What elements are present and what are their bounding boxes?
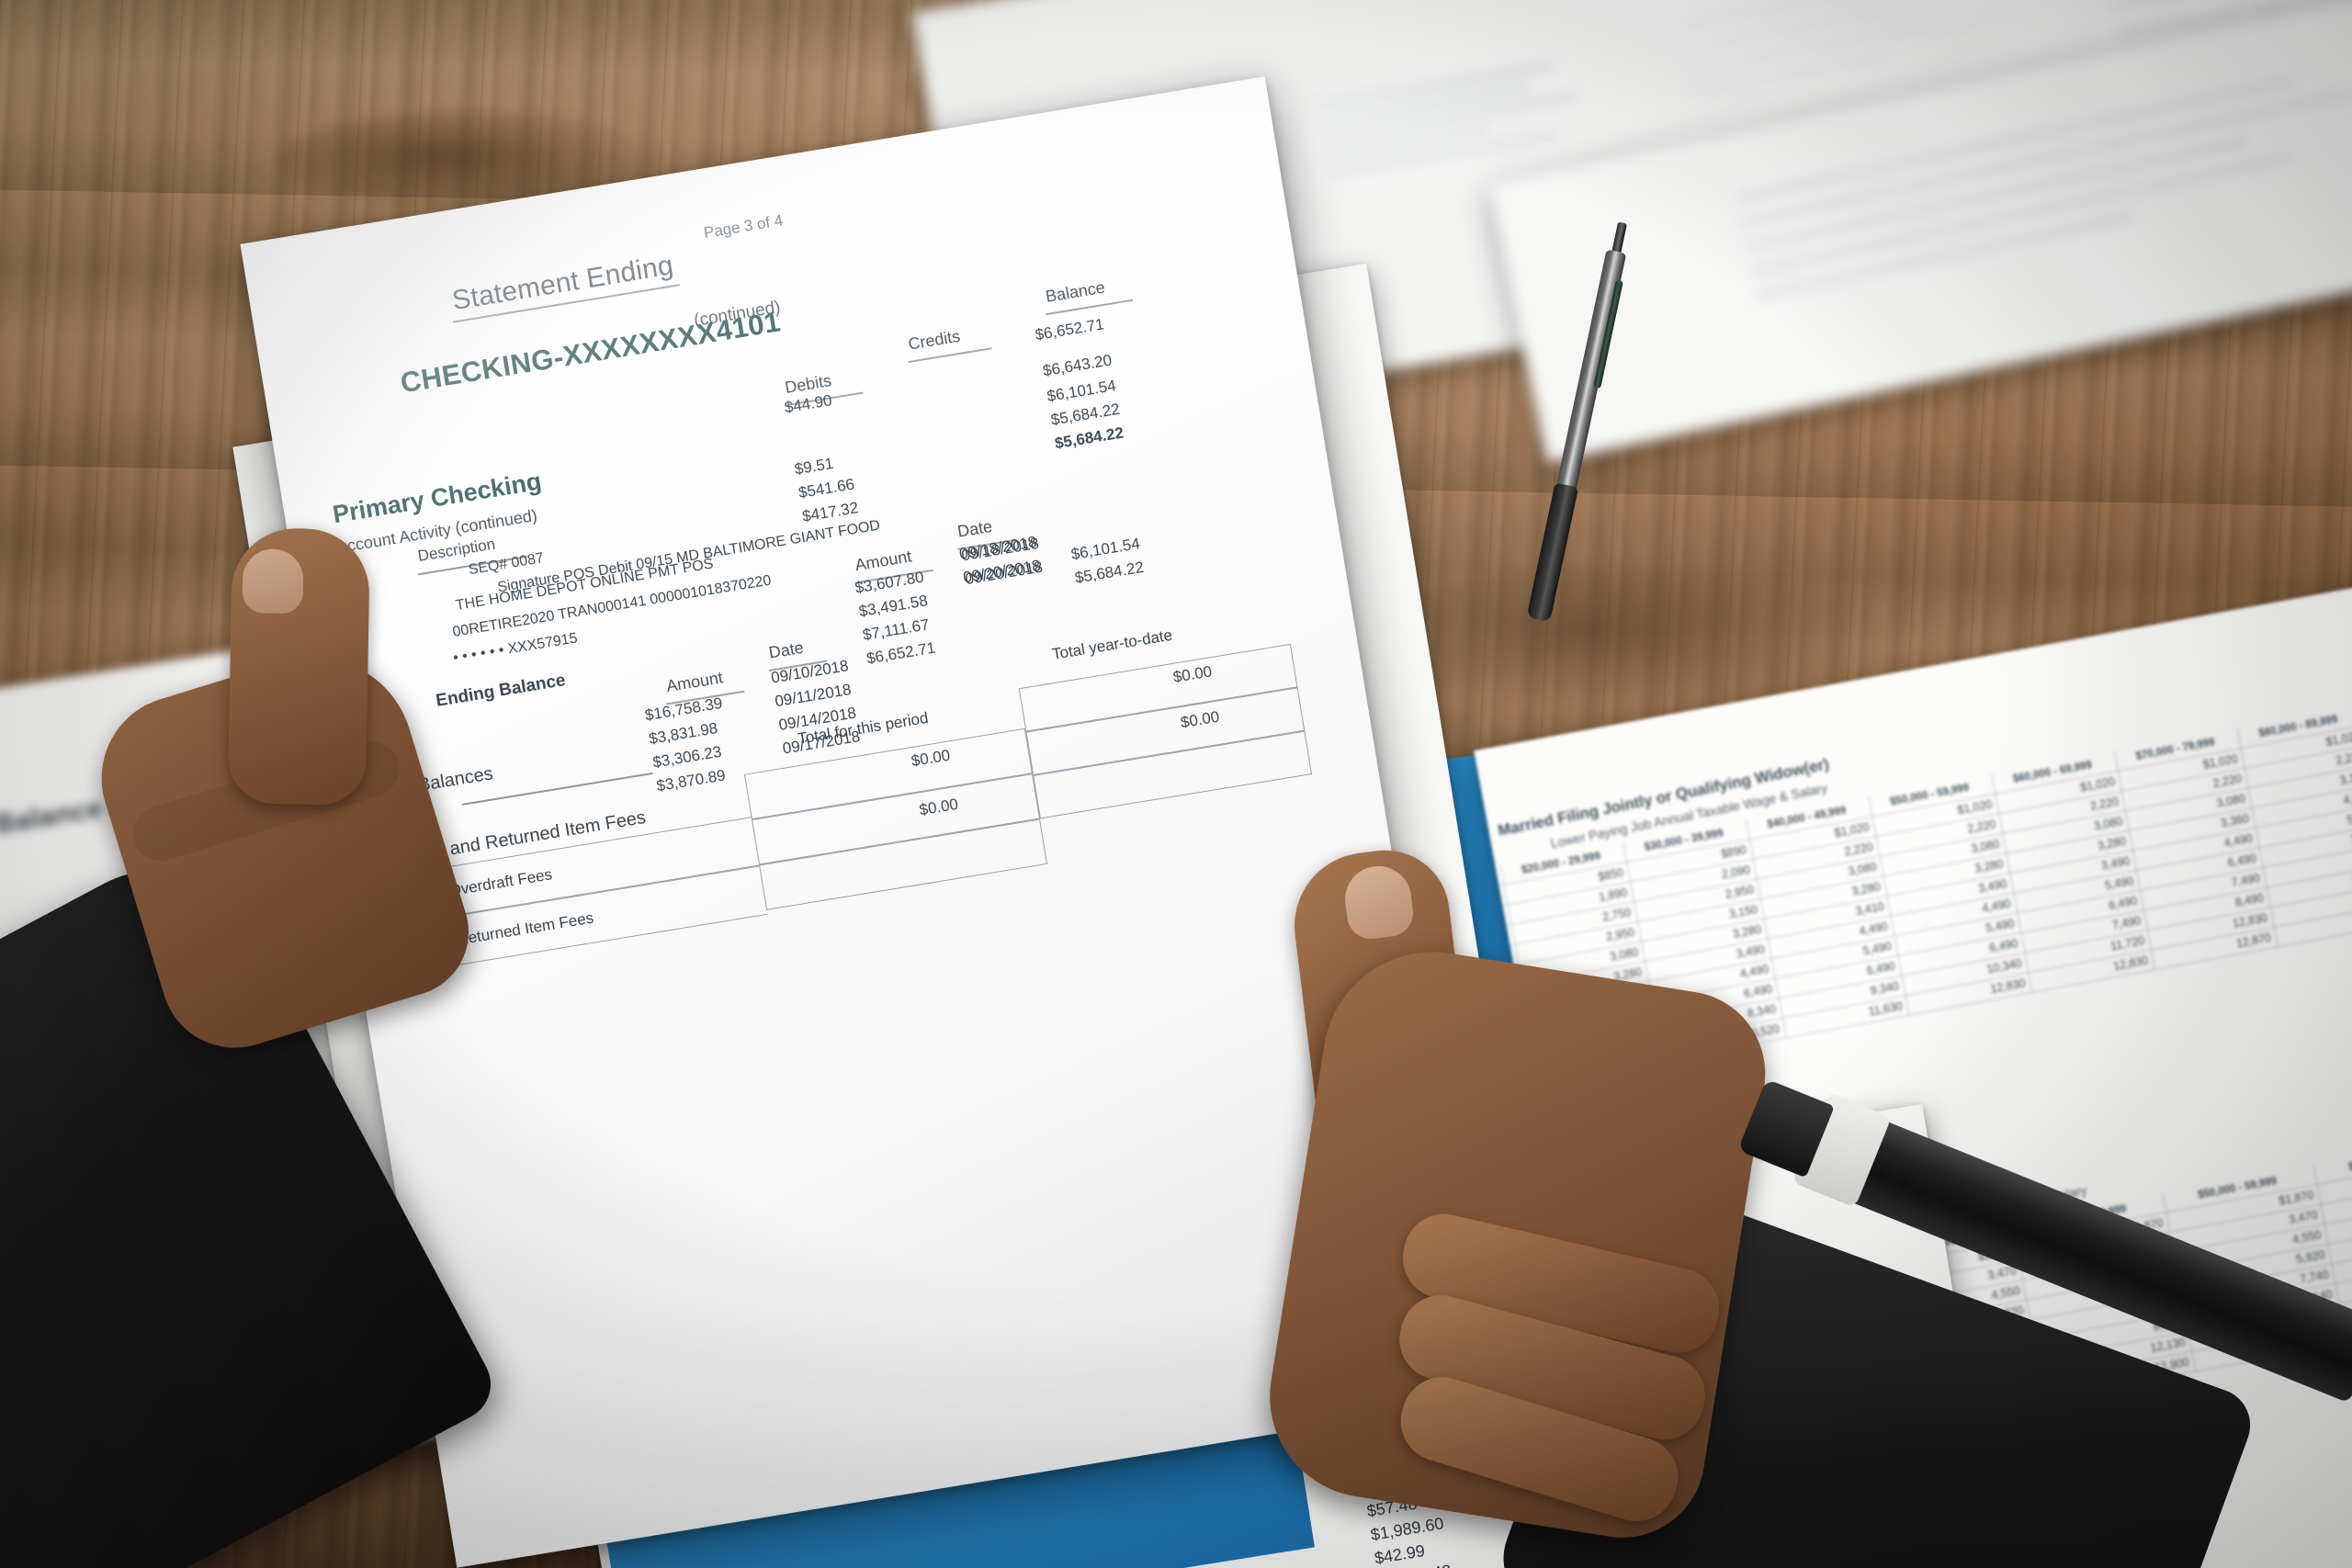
left-thumbnail (242, 548, 304, 615)
statement-ending-label: Statement Ending (449, 250, 676, 317)
page-number-label: Page 3 of 4 (702, 211, 785, 243)
daily-date-header: Date (767, 637, 806, 662)
tx-3-balance: $5,684.22 (1053, 423, 1125, 453)
ending-row-1-amount: $5,684.22 (1073, 558, 1146, 587)
col-header-balance: Balance (1044, 277, 1107, 306)
tx-0-balance: $6,643.20 (1041, 351, 1114, 380)
secondary-row-3-amount: $6,652.71 (865, 638, 937, 668)
opening-balance-value: $6,652.71 (1034, 315, 1106, 344)
col-header-credits: Credits (906, 326, 962, 354)
fees-col-ytd: Total year-to-date (1050, 626, 1174, 663)
tx-2-debit: $541.66 (797, 475, 856, 502)
daily-row-3-amount: $3,870.89 (655, 766, 727, 795)
tax-col-header-4: $60,000 - 69,999 (2313, 1136, 2352, 1185)
daily-amount-header: Amount (664, 668, 725, 696)
ending-date-header: Date (956, 516, 994, 541)
tx-1-debit: $9.51 (793, 454, 835, 479)
